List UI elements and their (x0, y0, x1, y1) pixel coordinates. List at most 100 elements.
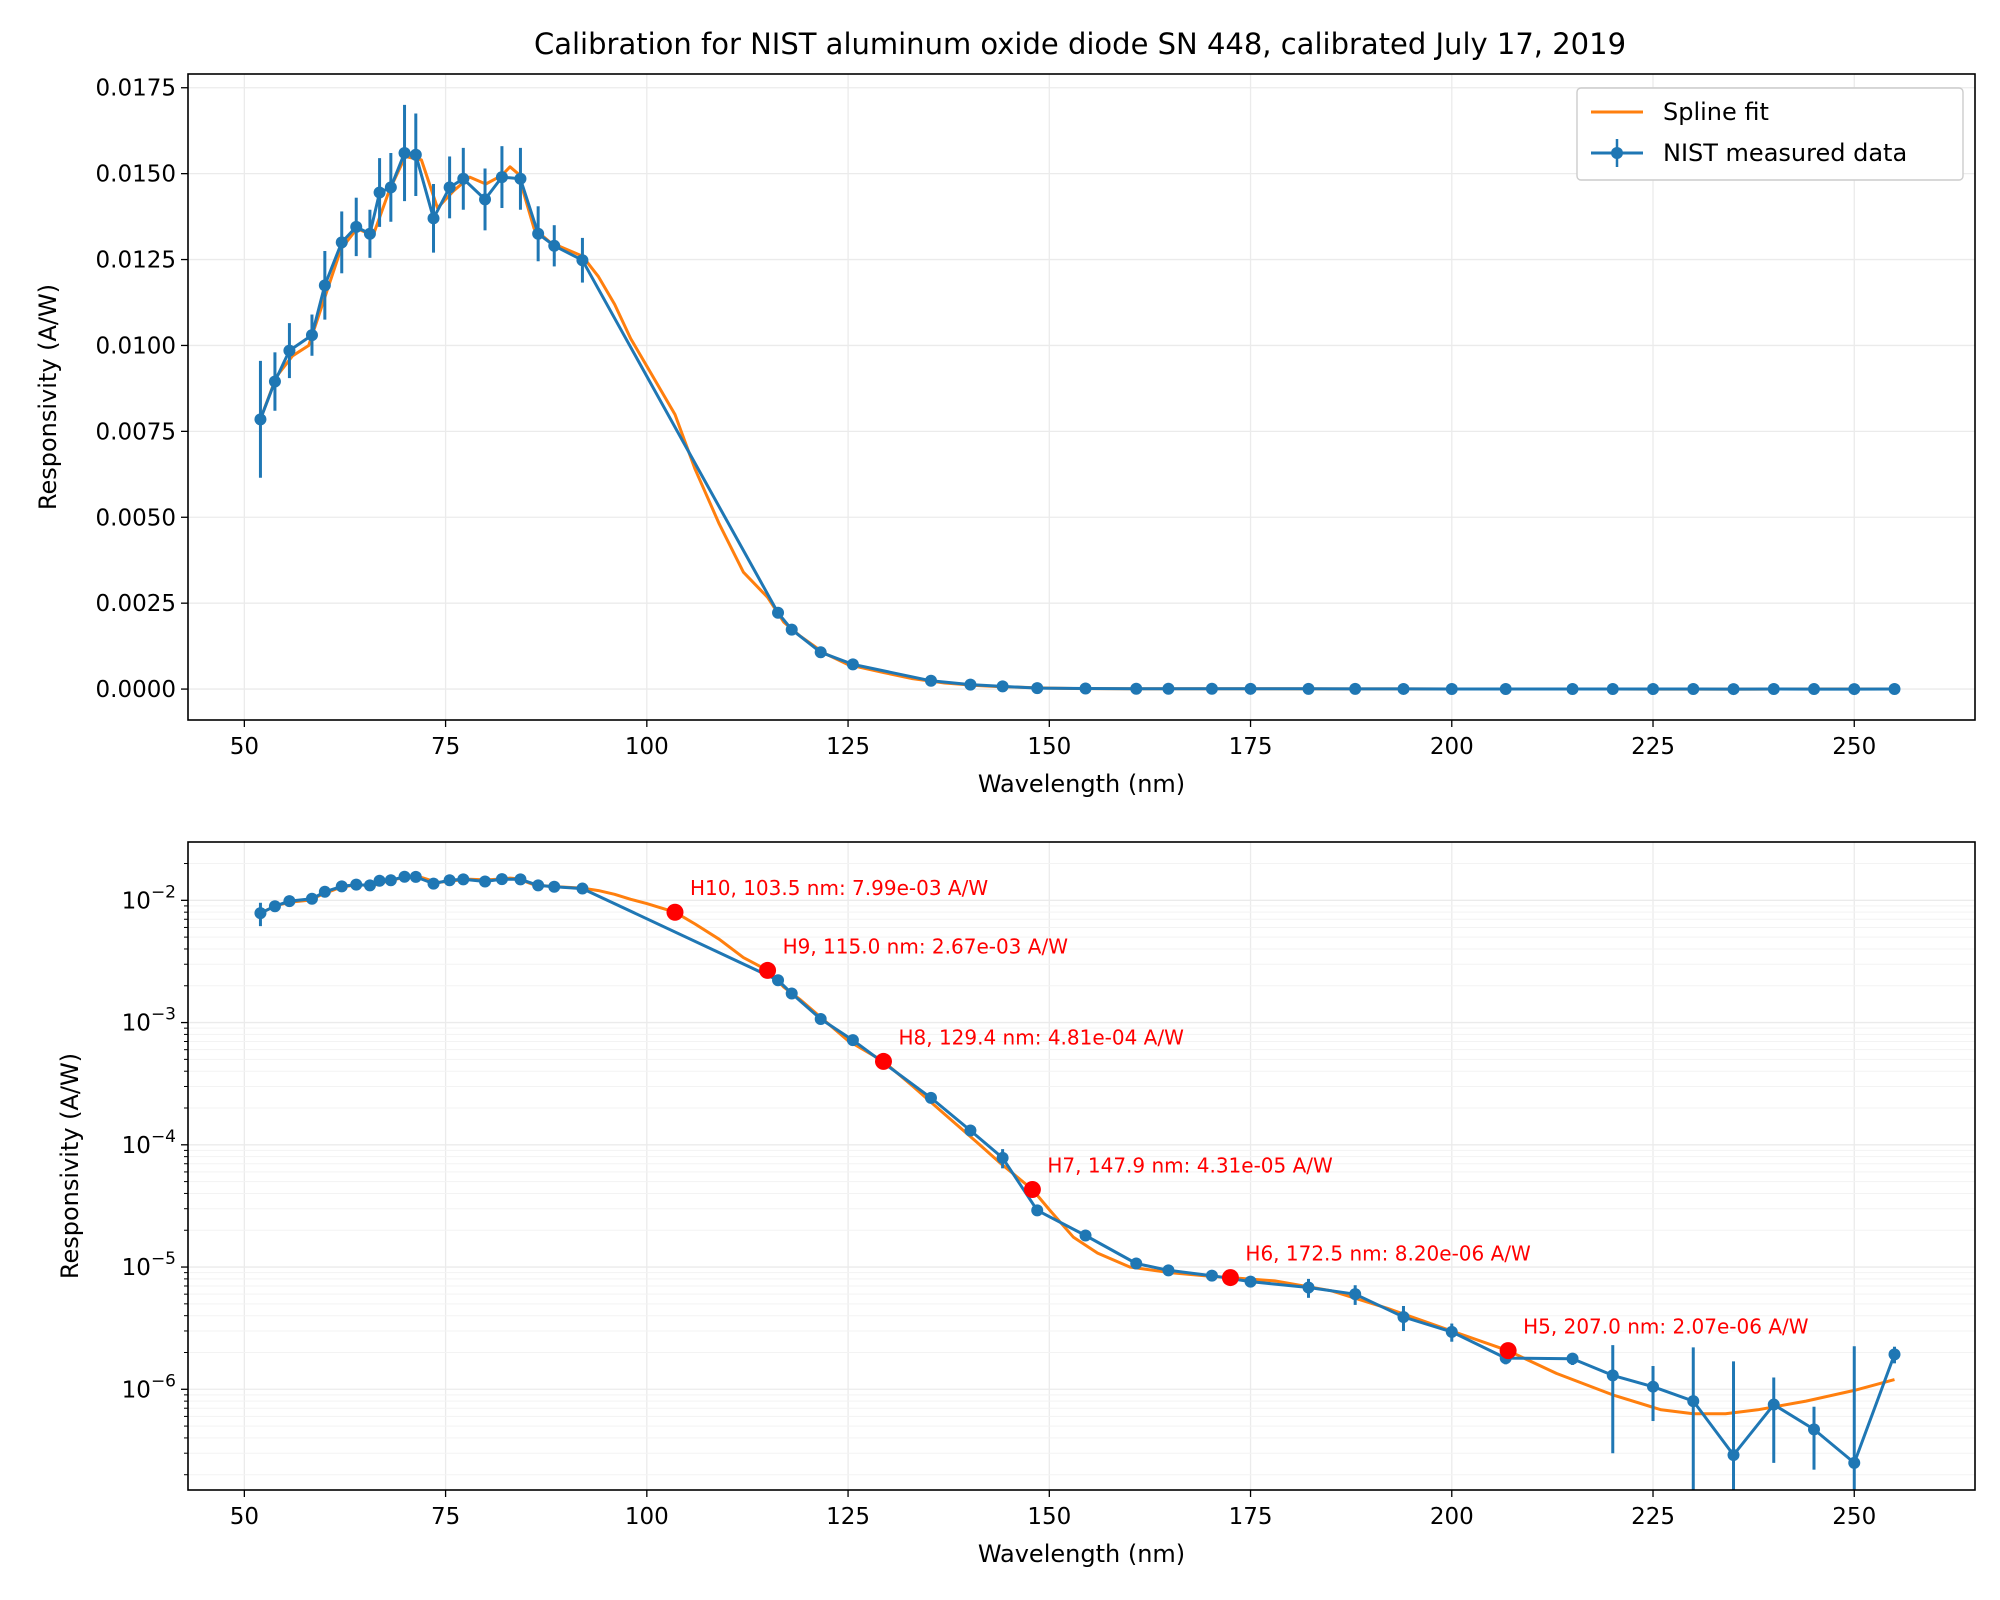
measured-data-point (1687, 683, 1700, 696)
measured-data-line (258, 151, 1895, 691)
measured-data-point (1767, 1398, 1780, 1411)
highlight-point (874, 1052, 892, 1070)
measured-data-point (384, 181, 397, 194)
measured-data-series (254, 104, 1901, 696)
measured-data-point (409, 870, 422, 883)
x-tick-label: 125 (826, 1504, 870, 1530)
spline-fit-series (258, 155, 1895, 691)
measured-data-point (1244, 1275, 1257, 1288)
measured-data-point (373, 186, 386, 199)
measured-data-point (772, 974, 785, 987)
measured-data-point (479, 193, 492, 206)
measured-data-point (514, 873, 527, 886)
measured-data-point (1130, 682, 1143, 695)
measured-data-point (1349, 1288, 1362, 1301)
measured-data-point (305, 892, 318, 905)
annotation-label: H9, 115.0 nm: 2.67e-03 A/W (783, 934, 1069, 958)
x-tick-label: 250 (1832, 1504, 1876, 1530)
measured-data-point (350, 878, 363, 891)
y-tick-label: 0.0175 (96, 76, 176, 102)
measured-data-point (373, 874, 386, 887)
y-tick-label: 10−2 (122, 882, 176, 914)
x-tick-label: 75 (431, 1504, 460, 1530)
legend: Spline fit NIST measured data (1576, 87, 1964, 181)
x-tick-label: 100 (625, 734, 669, 760)
x-tick-label: 50 (230, 734, 259, 760)
measured-data-point (268, 900, 281, 913)
annotation-label: H5, 207.0 nm: 2.07e-06 A/W (1523, 1315, 1809, 1339)
measured-data-point (283, 344, 296, 357)
y-tick-label: 10−3 (122, 1005, 176, 1037)
y-tick-label: 10−5 (122, 1249, 176, 1281)
measured-data-point (1079, 1229, 1092, 1242)
measured-data-point (318, 279, 331, 292)
measured-data-point (1727, 1449, 1740, 1462)
x-axis-ticks: 50 75 100 125 150 175 200 225 250 (230, 1490, 1876, 1530)
measured-data-point (1162, 1264, 1175, 1277)
spline-fit-line (258, 155, 1895, 691)
measured-data-point (1808, 1423, 1821, 1436)
measured-data-point (532, 879, 545, 892)
measured-data-point (964, 1124, 977, 1137)
plot-frame (187, 73, 1976, 721)
x-tick-label: 75 (431, 734, 460, 760)
measured-data-point (772, 606, 785, 619)
y-axis-label: Responsivity (A/W) (56, 1053, 84, 1279)
y-tick-label: 10−6 (122, 1371, 176, 1403)
x-tick-label: 200 (1430, 1504, 1474, 1530)
x-axis-ticks: 50 75 100 125 150 175 200 225 250 (230, 720, 1876, 760)
measured-data-point (1808, 683, 1821, 696)
measured-data-point (495, 873, 508, 886)
measured-data-point (384, 874, 397, 887)
measured-data-point (1244, 682, 1257, 695)
measured-data-point (1566, 1352, 1579, 1365)
highlight-annotations: H10, 103.5 nm: 7.99e-03 A/W H9, 115.0 nm:… (666, 876, 1809, 1360)
legend-box (1576, 87, 1964, 181)
measured-data-point (457, 873, 470, 886)
annotation-label: H7, 147.9 nm: 4.31e-05 A/W (1047, 1153, 1333, 1177)
measured-data-point (576, 882, 589, 895)
y-tick-label: 0.0025 (96, 591, 176, 617)
y-axis-ticks: 0.0000 0.0025 0.0050 0.0075 0.0100 0.0125 0.01… (96, 76, 188, 703)
measured-data-point (814, 1012, 827, 1025)
measured-data-point (1848, 1456, 1861, 1469)
x-tick-label: 150 (1027, 1504, 1071, 1530)
measured-data-point (495, 171, 508, 184)
measured-data-point (1205, 682, 1218, 695)
measured-data-point (1397, 1311, 1410, 1324)
highlight-point (1221, 1269, 1239, 1287)
measured-data-point (576, 254, 589, 267)
measured-data-point (1727, 683, 1740, 696)
x-tick-label: 50 (230, 1504, 259, 1530)
measured-data-point (1302, 1281, 1315, 1294)
plot-frame (187, 841, 1976, 1491)
measured-data-point (1205, 1269, 1218, 1282)
x-tick-label: 125 (826, 734, 870, 760)
x-tick-label: 150 (1027, 734, 1071, 760)
measured-data-point (318, 885, 331, 898)
measured-data-point (964, 678, 977, 691)
measured-data-point (1302, 682, 1315, 695)
measured-data-point (924, 1091, 937, 1104)
y-tick-label: 10−4 (122, 1127, 176, 1159)
highlight-point (666, 903, 684, 921)
measured-data-point (785, 987, 798, 1000)
legend-measured-marker (1611, 147, 1623, 159)
linear-scale-chart: 50 75 100 125 150 175 200 225 250 0.00000.00250.… (34, 73, 1976, 798)
measured-data-point (1848, 683, 1861, 696)
annotation-label: H10, 103.5 nm: 7.99e-03 A/W (690, 876, 988, 900)
measured-data-point (1606, 1369, 1619, 1382)
measured-data-point (785, 623, 798, 636)
y-tick-label: 0.0100 (96, 333, 176, 359)
measured-data-point (1767, 683, 1780, 696)
measured-data-point (457, 172, 470, 185)
measured-data-point (443, 181, 456, 194)
measured-data-point (814, 646, 827, 659)
y-tick-label: 0.0000 (96, 677, 176, 703)
x-tick-label: 225 (1631, 734, 1675, 760)
measured-data-point (1445, 1325, 1458, 1338)
y-tick-label: 0.0150 (96, 162, 176, 188)
measured-data-point (996, 680, 1009, 693)
measured-data-point (363, 227, 376, 240)
